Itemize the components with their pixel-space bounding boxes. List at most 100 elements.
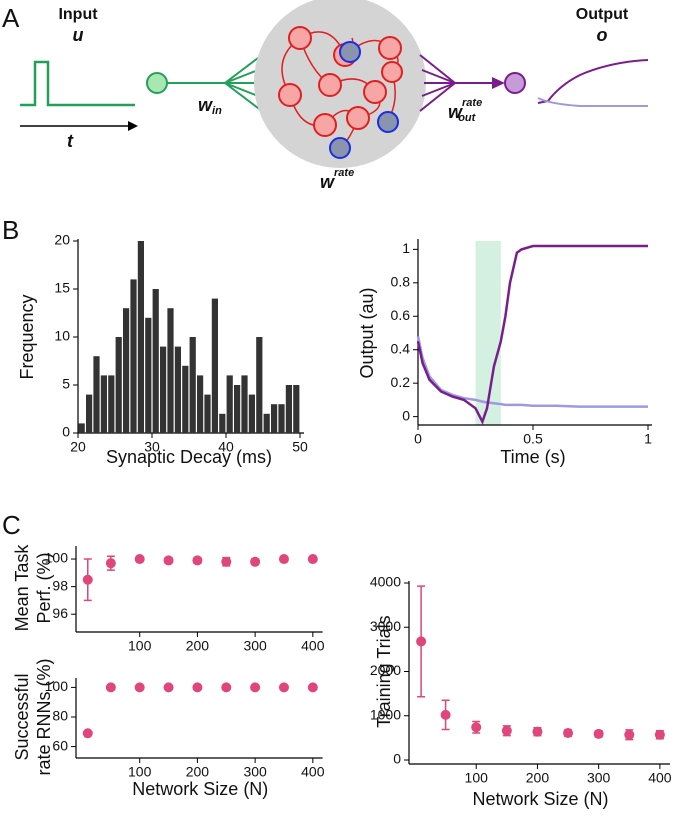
histogram-bar — [197, 375, 204, 433]
w-out-symbol: w — [448, 102, 463, 122]
histogram-bar — [182, 365, 189, 433]
y-tick-label: 80 — [52, 708, 68, 724]
x-axis-label: Time (s) — [500, 447, 565, 467]
y-tick-label: 0 — [393, 751, 401, 767]
w-rate: wrate — [320, 167, 354, 192]
output-symbol: o — [597, 25, 608, 45]
histogram-bar — [93, 356, 100, 433]
output-title: Output — [576, 6, 629, 23]
x-tick-label: 0 — [414, 431, 422, 447]
y-tick-label: 15 — [54, 280, 70, 296]
histogram-bar — [263, 413, 270, 433]
histogram-bar — [167, 308, 174, 433]
data-point — [307, 682, 318, 693]
y-tick-label: 0 — [62, 424, 70, 440]
w-out: wrate out — [448, 97, 482, 124]
x-axis-label: Synaptic Decay (ms) — [106, 447, 272, 467]
data-point — [307, 554, 318, 565]
x-tick-label: 1 — [644, 431, 652, 447]
w-out-sub: out — [458, 112, 476, 124]
data-point — [278, 682, 289, 693]
line-series — [416, 336, 648, 408]
y-tick-label: 0 — [402, 407, 410, 423]
data-point — [416, 636, 427, 647]
output-trace — [537, 97, 648, 107]
histogram-bar — [278, 404, 285, 433]
histogram-bar — [78, 423, 85, 433]
x-tick-label: 50 — [292, 439, 308, 455]
data-point — [250, 682, 261, 693]
y-tick-label: 1000 — [370, 706, 401, 722]
histogram-bar — [293, 385, 300, 433]
data-point — [192, 555, 203, 566]
histogram-bar — [123, 308, 130, 433]
x-axis-label: Network Size (N) — [472, 789, 608, 809]
data-point — [221, 556, 232, 567]
diagram: Input u t win wrate wrate out Output o — [20, 0, 649, 192]
y-tick-label: 2000 — [370, 662, 401, 678]
y-axis-label: Frequency — [17, 294, 37, 379]
histogram-bar — [137, 241, 144, 433]
data-point — [134, 682, 145, 693]
histogram-bar — [204, 394, 211, 433]
input-node — [146, 72, 168, 94]
data-point — [192, 682, 203, 693]
y-tick-label: 3000 — [370, 618, 401, 634]
y-axis-label: Output (au) — [357, 287, 377, 378]
histogram-bar — [248, 394, 255, 433]
histogram-bar — [160, 346, 167, 433]
histogram-bar — [152, 289, 159, 433]
output-node — [504, 72, 526, 94]
data-point — [278, 554, 289, 565]
histogram-bar — [108, 375, 115, 433]
data-point — [82, 574, 93, 585]
y-tick-label: 98 — [52, 577, 68, 593]
x-tick-label: 100 — [465, 770, 489, 786]
panel-label: B — [2, 215, 19, 245]
histogram-bar — [219, 413, 226, 433]
data-point — [440, 709, 451, 720]
data-point — [624, 729, 635, 740]
output-weights — [419, 54, 495, 112]
x-tick-label: 200 — [186, 638, 210, 654]
output-trace — [537, 59, 649, 104]
y-tick-label: 96 — [52, 605, 68, 621]
y-tick-label: 0.6 — [391, 307, 411, 323]
x-tick-label: 100 — [128, 638, 152, 654]
x-tick-label: 200 — [526, 770, 550, 786]
x-tick-label: 300 — [243, 638, 267, 654]
panel-label: A — [2, 3, 20, 33]
x-tick-label: 30 — [144, 439, 160, 455]
y-tick-label: 1 — [402, 240, 410, 256]
histogram-bar — [234, 385, 241, 433]
histogram-bar — [145, 317, 152, 433]
y-tick-label: 0.8 — [391, 274, 411, 290]
y-axis-label: Training Trials — [374, 615, 394, 727]
y-tick-label: 5 — [62, 376, 70, 392]
histogram-bar — [130, 279, 137, 433]
arrow-head — [492, 77, 505, 89]
input-weights — [167, 54, 263, 112]
data-point — [593, 728, 604, 739]
data-point — [105, 682, 116, 693]
x-tick-label: 200 — [186, 764, 210, 780]
y-tick-label: 0.4 — [391, 340, 411, 356]
histogram-bar — [285, 385, 292, 433]
w-in-symbol: w — [198, 95, 213, 115]
panel-label: C — [2, 510, 21, 540]
histogram-bar — [271, 404, 278, 433]
input-pulse — [20, 60, 135, 107]
data-point — [163, 555, 174, 566]
y-axis-label: Successful — [12, 673, 32, 760]
x-tick-label: 400 — [648, 770, 672, 786]
histogram-bar — [115, 337, 122, 433]
inhibitory-units — [329, 41, 399, 159]
x-tick-label: 300 — [587, 770, 611, 786]
y-tick-label: 20 — [54, 232, 70, 248]
input-title: Input — [58, 6, 98, 23]
time-symbol: t — [67, 131, 74, 151]
x-tick-label: 400 — [301, 764, 325, 780]
histogram-bar — [189, 337, 196, 433]
data-point — [134, 554, 145, 565]
x-tick-label: 100 — [128, 764, 152, 780]
